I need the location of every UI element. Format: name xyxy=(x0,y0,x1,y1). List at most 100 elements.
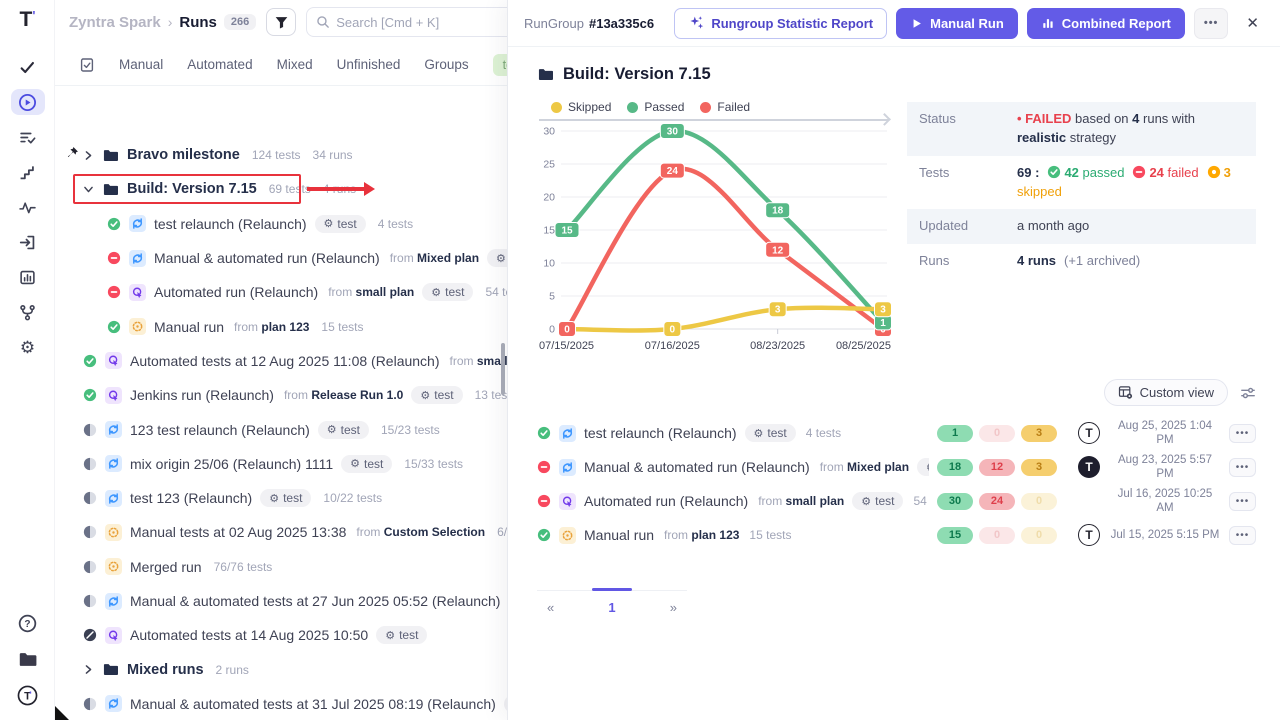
run-label: mix origin 25/06 (Relaunch) 1111 xyxy=(130,455,334,472)
gear-icon: ⚙ xyxy=(326,424,337,437)
folder-label: Build: Version 7.15 xyxy=(127,181,257,198)
test-tag-badge[interactable]: ⚙test xyxy=(341,454,393,473)
test-tag-badge[interactable]: ⚙test xyxy=(411,386,463,405)
sidebar-item-test-plans[interactable] xyxy=(11,124,45,150)
tree-run-row[interactable]: Automated run (Relaunch) from small plan ⚙… xyxy=(55,275,507,309)
run-count: 2 runs xyxy=(215,662,249,677)
breadcrumb-project[interactable]: Zyntra Spark xyxy=(69,13,161,31)
tree-run-row[interactable]: Manual run from plan 123 15 tests xyxy=(55,309,507,343)
tab-mixed[interactable]: Mixed xyxy=(276,57,313,72)
run-source: from Mixed plan xyxy=(819,460,910,474)
filters-sliders-icon[interactable] xyxy=(1240,385,1256,401)
barchart-icon xyxy=(1041,16,1055,30)
sidebar-item-settings[interactable]: ⚙ xyxy=(11,334,45,360)
passed-count-badge: 30 xyxy=(937,492,973,510)
chevron-down-icon[interactable] xyxy=(83,184,94,195)
tab-groups[interactable]: Groups xyxy=(424,57,469,72)
select-runs-icon[interactable] xyxy=(79,57,95,73)
tree-run-row[interactable]: Manual tests at 02 Aug 2025 13:38 from Cu… xyxy=(55,515,507,549)
sidebar-item-reports[interactable] xyxy=(11,264,45,290)
scrollbar-thumb[interactable] xyxy=(501,343,505,395)
pagination-next[interactable]: » xyxy=(669,600,677,615)
run-count: 76/76 tests xyxy=(213,559,273,574)
sidebar-item-milestones[interactable] xyxy=(11,159,45,185)
breadcrumb-page[interactable]: Runs xyxy=(179,13,217,31)
test-tag-badge[interactable]: ⚙test xyxy=(422,283,474,302)
app-logo[interactable]: T' xyxy=(19,8,36,31)
rungroup-id: RunGroup #13a335c6 xyxy=(524,15,655,31)
tab-manual[interactable]: Manual xyxy=(119,57,164,72)
more-options-button[interactable]: ••• xyxy=(1193,7,1229,39)
tree-run-row[interactable]: Jenkins run (Relaunch) from Release Run 1… xyxy=(55,378,507,412)
status-passed-icon xyxy=(83,388,97,402)
tab-automated[interactable]: Automated xyxy=(187,57,253,72)
tree-run-row[interactable]: Manual & automated run (Relaunch) from Mi… xyxy=(55,241,507,275)
pagination-prev[interactable]: « xyxy=(547,600,555,615)
chevron-right-icon[interactable] xyxy=(83,664,94,675)
tree-run-row[interactable]: Merged run 76/76 tests xyxy=(55,550,507,584)
filter-button[interactable] xyxy=(266,8,297,36)
pagination-page-1[interactable]: 1 xyxy=(592,588,632,615)
custom-view-button[interactable]: Custom view xyxy=(1103,379,1228,406)
test-tag-badge[interactable]: ⚙test xyxy=(852,492,904,510)
test-tag-badge[interactable]: ⚙test xyxy=(376,626,428,645)
tree-folder-row[interactable]: Mixed runs 2 runs xyxy=(55,652,507,686)
tree-run-row[interactable]: Manual & automated tests at 27 Jun 2025 … xyxy=(55,584,507,618)
tree-folder-row[interactable]: Bravo milestone 124 tests 34 runs xyxy=(55,138,507,172)
sidebar-item-runs[interactable] xyxy=(10,89,45,115)
run-label: test 123 (Relaunch) xyxy=(130,490,253,507)
chevron-right-icon[interactable] xyxy=(83,150,94,161)
avatar[interactable]: T xyxy=(1078,456,1100,478)
run-table-row[interactable]: Manual & automated run (Relaunch) from Mi… xyxy=(537,450,1256,484)
svg-text:1: 1 xyxy=(880,318,886,329)
more-options-button[interactable]: ••• xyxy=(1229,423,1256,443)
tree-run-row[interactable]: Automated tests at 14 Aug 2025 10:50 ⚙ tes… xyxy=(55,618,507,652)
sidebar-item-tests[interactable] xyxy=(11,54,45,80)
manual-run-button[interactable]: Manual Run xyxy=(896,7,1018,39)
sidebar-item-help[interactable]: ? xyxy=(11,610,45,636)
run-table-row[interactable]: test relaunch (Relaunch) ⚙ test 4 tests 1 0 3 T… xyxy=(537,416,1256,450)
tree-run-row[interactable]: Manual & automated tests at 31 Jul 2025 … xyxy=(55,687,507,720)
run-label: Manual & automated run (Relaunch) xyxy=(584,459,810,475)
tab-unfinished[interactable]: Unfinished xyxy=(336,57,401,72)
more-options-button[interactable]: ••• xyxy=(1229,525,1256,545)
status-failed-icon xyxy=(537,494,551,508)
sidebar-item-projects[interactable] xyxy=(11,646,45,672)
tree-folder-row[interactable]: Build: Version 7.15 69 tests 4 runs xyxy=(55,172,507,206)
active-filter-chip[interactable]: test work xyxy=(492,53,507,76)
run-row-main: test relaunch (Relaunch) ⚙ test 4 tests xyxy=(537,424,929,442)
pagination: « 1 » xyxy=(537,588,687,615)
tree-run-row[interactable]: test relaunch (Relaunch) ⚙ test 4 tests xyxy=(55,207,507,241)
tree-run-row[interactable]: test 123 (Relaunch) ⚙ test 10/22 tests xyxy=(55,481,507,515)
run-table-row[interactable]: Automated run (Relaunch) from small plan ⚙… xyxy=(537,484,1256,518)
test-tag-badge[interactable]: ⚙test xyxy=(487,249,507,268)
more-options-button[interactable]: ••• xyxy=(1229,457,1256,477)
svg-text:10: 10 xyxy=(543,258,555,270)
test-tag-badge[interactable]: ⚙test xyxy=(314,214,366,233)
tree-run-row[interactable]: Automated tests at 12 Aug 2025 11:08 (Re… xyxy=(55,344,507,378)
avatar-slot: T xyxy=(1077,422,1101,444)
sidebar-item-analytics[interactable] xyxy=(11,194,45,220)
search-input[interactable] xyxy=(336,14,507,30)
sidebar-item-profile[interactable]: T xyxy=(11,682,45,708)
passed-icon xyxy=(1047,165,1061,179)
tree-run-row[interactable]: mix origin 25/06 (Relaunch) 1111 ⚙ test 15/… xyxy=(55,447,507,481)
test-tag-badge[interactable]: ⚙test xyxy=(744,424,796,442)
avatar[interactable]: T xyxy=(1078,524,1100,546)
test-tag-badge[interactable]: ⚙test xyxy=(917,458,929,476)
test-tag-badge[interactable]: ⚙test xyxy=(317,420,369,439)
runs-list-panel: Zyntra Spark › Runs 266 ✕ ManualAutomate… xyxy=(55,0,507,720)
test-tag-badge[interactable]: ⚙test xyxy=(503,694,507,713)
tree-run-row[interactable]: 123 test relaunch (Relaunch) ⚙ test 15/23 t… xyxy=(55,412,507,446)
more-options-button[interactable]: ••• xyxy=(1229,491,1256,511)
sidebar-item-imports[interactable] xyxy=(11,229,45,255)
test-tag-badge[interactable]: ⚙test xyxy=(260,489,312,508)
avatar[interactable]: T xyxy=(1078,422,1100,444)
run-count: 15/33 tests xyxy=(404,456,464,471)
run-table-row[interactable]: Manual run from plan 123 15 tests 15 0 0 T Jul … xyxy=(537,518,1256,552)
combined-report-button[interactable]: Combined Report xyxy=(1026,7,1185,39)
rungroup-statistic-report-button[interactable]: Rungroup Statistic Report xyxy=(674,7,888,39)
search-icon xyxy=(316,15,330,29)
sidebar-item-branches[interactable] xyxy=(11,299,45,325)
close-panel-icon[interactable]: ✕ xyxy=(1246,15,1259,32)
